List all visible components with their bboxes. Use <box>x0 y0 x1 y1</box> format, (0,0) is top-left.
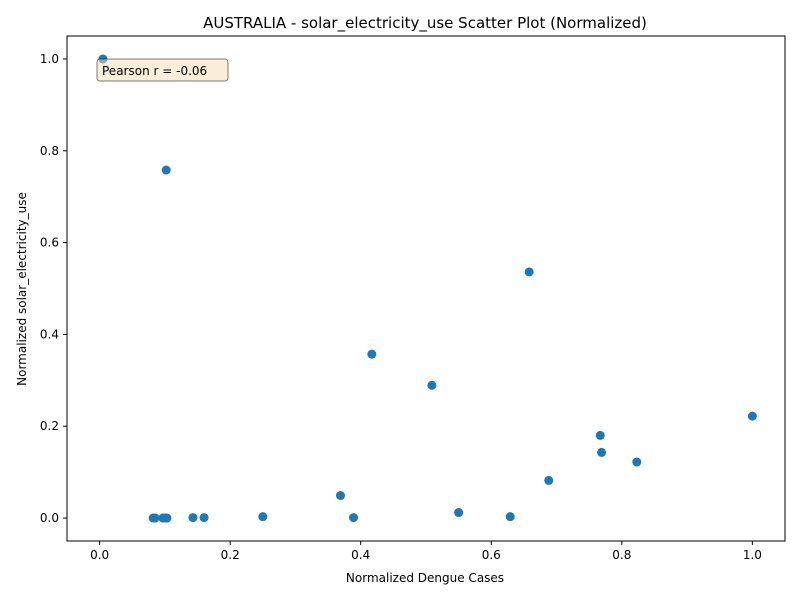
data-point-5 <box>747 411 757 421</box>
data-point-4 <box>427 380 437 390</box>
data-point-13 <box>505 512 515 522</box>
data-point-6 <box>595 430 605 440</box>
data-point-14 <box>349 513 359 523</box>
data-point-3 <box>367 349 377 359</box>
points-layer <box>98 54 757 523</box>
x-tick-label-1: 0.2 <box>221 548 240 562</box>
y-tick-label-1: 0.2 <box>40 419 59 433</box>
x-tick-label-5: 1.0 <box>743 548 762 562</box>
annotation-box <box>96 58 229 82</box>
data-point-10 <box>335 491 345 501</box>
x-tick-label-3: 0.6 <box>482 548 501 562</box>
data-point-7 <box>597 447 607 457</box>
y-tick-label-2: 0.4 <box>40 327 59 341</box>
x-tick-label-0: 0.0 <box>90 548 109 562</box>
correlation-annotation: Pearson r = -0.06 <box>96 58 229 82</box>
data-point-16 <box>199 513 209 523</box>
x-axis-label: Normalized Dengue Cases <box>346 571 504 585</box>
data-point-1 <box>161 165 171 175</box>
data-point-2 <box>524 267 534 277</box>
plot-frame <box>66 35 786 542</box>
data-point-8 <box>632 457 642 467</box>
y-axis-label: Normalized solar_electricity_use <box>15 192 29 386</box>
data-point-9 <box>544 475 554 485</box>
data-point-21 <box>162 513 172 523</box>
y-tick-label-3: 0.6 <box>40 236 59 250</box>
y-axis: 0.0 0.2 0.4 0.6 0.8 1.0 <box>40 52 67 525</box>
y-tick-label-5: 1.0 <box>40 52 59 66</box>
y-tick-label-0: 0.0 <box>40 511 59 525</box>
chart-title: AUSTRALIA - solar_electricity_use Scatte… <box>203 14 647 33</box>
x-axis: 0.0 0.2 0.4 0.6 0.8 1.0 <box>90 541 762 562</box>
data-point-18 <box>150 513 160 523</box>
x-tick-label-2: 0.4 <box>351 548 370 562</box>
y-tick-label-4: 0.8 <box>40 144 59 158</box>
data-point-12 <box>258 512 268 522</box>
data-point-15 <box>188 513 198 523</box>
annotation-text: Pearson r = -0.06 <box>102 64 207 78</box>
data-point-11 <box>454 508 464 518</box>
x-tick-label-4: 0.8 <box>612 548 631 562</box>
